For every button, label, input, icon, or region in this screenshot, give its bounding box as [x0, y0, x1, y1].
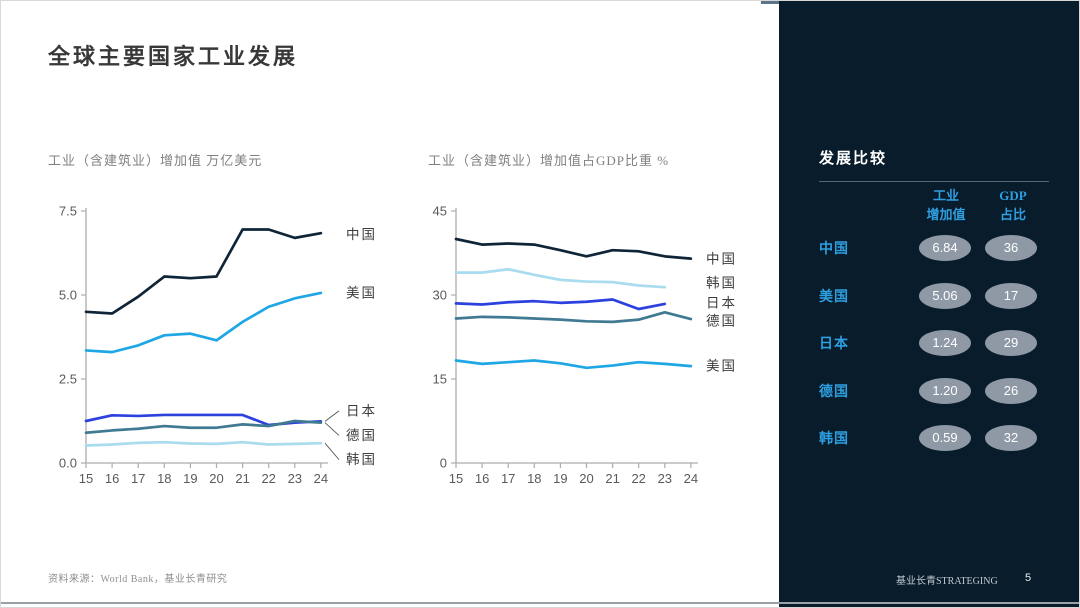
series-label-connector — [324, 422, 340, 436]
series-line — [454, 267, 667, 289]
bottom-edge-line — [1, 602, 1079, 604]
column-header-industry-value: 工业 增加值 — [905, 187, 987, 225]
series-line — [454, 237, 693, 260]
x-tick-label: 20 — [209, 471, 223, 486]
series-line — [84, 419, 323, 435]
country-label: 美国 — [819, 289, 849, 305]
series-label: 美国 — [346, 285, 377, 300]
series-label: 德国 — [706, 313, 737, 328]
x-tick-label: 21 — [235, 471, 249, 486]
comparison-sidebar: 发展比较 工业 增加值 GDP 占比 中国 6.84 36 美国 5.06 17… — [779, 1, 1079, 607]
gdp-share-badge: 26 — [985, 377, 1037, 404]
series-label: 日本 — [706, 295, 737, 310]
country-label: 日本 — [819, 337, 849, 352]
table-row: 美国 5.06 17 — [779, 282, 1079, 309]
y-tick-label: 0 — [440, 456, 447, 471]
industry-value-badge: 1.24 — [919, 330, 971, 356]
table-row: 中国 6.84 36 — [779, 235, 1079, 261]
x-tick-label: 24 — [684, 471, 698, 486]
y-tick-label: 30 — [433, 288, 447, 303]
series-label: 德国 — [346, 428, 377, 443]
x-tick-label: 23 — [658, 471, 672, 486]
gdp-share-badge: 17 — [985, 282, 1037, 309]
industry-value-badge: 0.59 — [919, 425, 971, 451]
source-note: 资料来源：World Bank，基业长青研究 — [48, 574, 228, 585]
top-edge-accent — [761, 1, 779, 4]
y-tick-label: 0.0 — [59, 456, 77, 471]
x-tick-label: 19 — [553, 471, 567, 486]
series-line — [454, 298, 667, 311]
series-label: 韩国 — [706, 276, 737, 291]
x-tick-label: 15 — [449, 471, 463, 486]
column-header-gdp-share: GDP 占比 — [981, 187, 1045, 225]
y-tick-label: 45 — [433, 204, 447, 219]
sidebar-divider — [819, 181, 1049, 182]
x-tick-label: 17 — [501, 471, 515, 486]
x-tick-label: 21 — [605, 471, 619, 486]
series-label-connector — [324, 442, 340, 460]
gdp-share-badge: 29 — [985, 330, 1037, 356]
y-tick-label: 7.5 — [59, 204, 77, 219]
series-label: 中国 — [706, 252, 737, 267]
table-row: 德国 1.20 26 — [779, 377, 1079, 404]
column-header-line: 占比 — [999, 206, 1026, 222]
series-line — [454, 311, 693, 324]
brand-footer: 基业长青STRATEGING — [896, 576, 998, 587]
x-tick-label: 22 — [631, 471, 645, 486]
x-tick-label: 17 — [131, 471, 145, 486]
y-tick-label: 5.0 — [59, 288, 77, 303]
left-chart-title: 工业（含建筑业）增加值 万亿美元 — [48, 153, 263, 168]
table-row: 韩国 0.59 32 — [779, 425, 1079, 451]
gdp-share-badge: 32 — [985, 425, 1037, 451]
column-header-line: GDP — [999, 188, 1027, 203]
industry-value-badge: 1.20 — [919, 377, 971, 404]
industry-value-line-chart: 0.0 2.5 5.0 7.5 15 16 17 18 19 20 21 22 23 24 中国美国日本德国… — [59, 204, 377, 487]
x-tick-label: 16 — [475, 471, 489, 486]
country-label: 韩国 — [819, 432, 849, 447]
series-label-connector — [324, 410, 340, 422]
industry-value-badge: 6.84 — [919, 235, 971, 261]
page-title: 全球主要国家工业发展 — [48, 44, 299, 69]
gdp-share-badge: 36 — [985, 235, 1037, 261]
series-line — [84, 291, 323, 354]
series-label: 韩国 — [346, 452, 377, 467]
series-label: 中国 — [346, 227, 377, 242]
x-tick-label: 18 — [157, 471, 171, 486]
x-tick-label: 22 — [261, 471, 275, 486]
x-tick-label: 18 — [527, 471, 541, 486]
page-number: 5 — [1025, 572, 1032, 584]
series-line — [84, 440, 323, 447]
country-label: 德国 — [819, 384, 849, 400]
table-row: 日本 1.24 29 — [779, 330, 1079, 356]
column-header-line: 增加值 — [926, 206, 966, 222]
x-tick-label: 15 — [79, 471, 93, 486]
x-tick-label: 19 — [183, 471, 197, 486]
series-line — [454, 359, 693, 370]
industry-value-badge: 5.06 — [919, 282, 971, 309]
x-tick-label: 23 — [288, 471, 302, 486]
sidebar-heading: 发展比较 — [819, 151, 888, 167]
series-label: 日本 — [346, 403, 377, 418]
x-tick-label: 16 — [105, 471, 119, 486]
column-header-line: 工业 — [932, 188, 959, 203]
series-label: 美国 — [706, 359, 737, 374]
y-tick-label: 15 — [433, 372, 447, 387]
x-tick-label: 20 — [579, 471, 593, 486]
country-label: 中国 — [819, 242, 849, 257]
comparison-table: 中国 6.84 36 美国 5.06 17 日本 1.24 29 德国 1.20… — [779, 235, 1079, 473]
right-chart-title: 工业（含建筑业）增加值占GDP比重 % — [428, 153, 670, 168]
x-tick-label: 24 — [314, 471, 328, 486]
series-line — [84, 228, 323, 315]
y-tick-label: 2.5 — [59, 372, 77, 387]
